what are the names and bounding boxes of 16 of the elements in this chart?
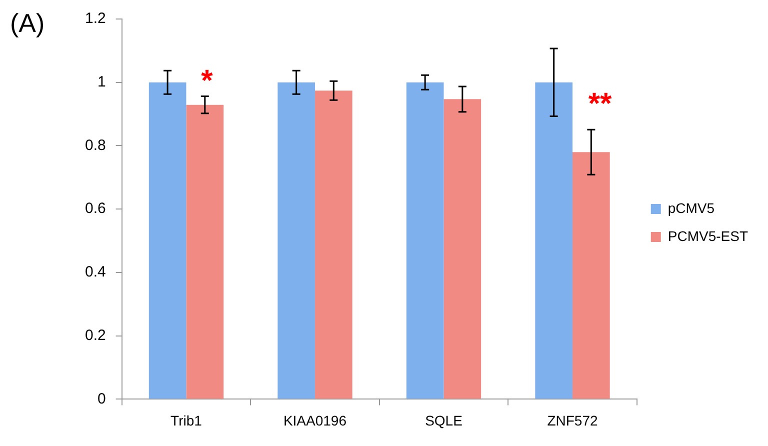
- y-tick-label: 0.6: [84, 200, 106, 218]
- x-tick-label: Trib1: [170, 412, 202, 428]
- y-tick-label: 0: [98, 390, 106, 408]
- legend-label: pCMV5: [668, 200, 715, 216]
- y-tick-label: 1.2: [84, 10, 106, 28]
- legend-label: PCMV5-EST: [668, 228, 748, 244]
- y-tick-label: 0.4: [84, 264, 106, 281]
- y-tick-label: 0.2: [84, 326, 106, 344]
- x-tick-label: ZNF572: [547, 412, 598, 428]
- x-tick-label: KIAA0196: [283, 412, 347, 428]
- y-tick-label: 0.8: [84, 136, 106, 154]
- x-tick-label: SQLE: [425, 412, 462, 428]
- text: (A): [10, 8, 45, 38]
- annotation: **: [588, 87, 612, 120]
- y-tick-label: 1: [98, 74, 106, 91]
- annotation: *: [201, 64, 214, 98]
